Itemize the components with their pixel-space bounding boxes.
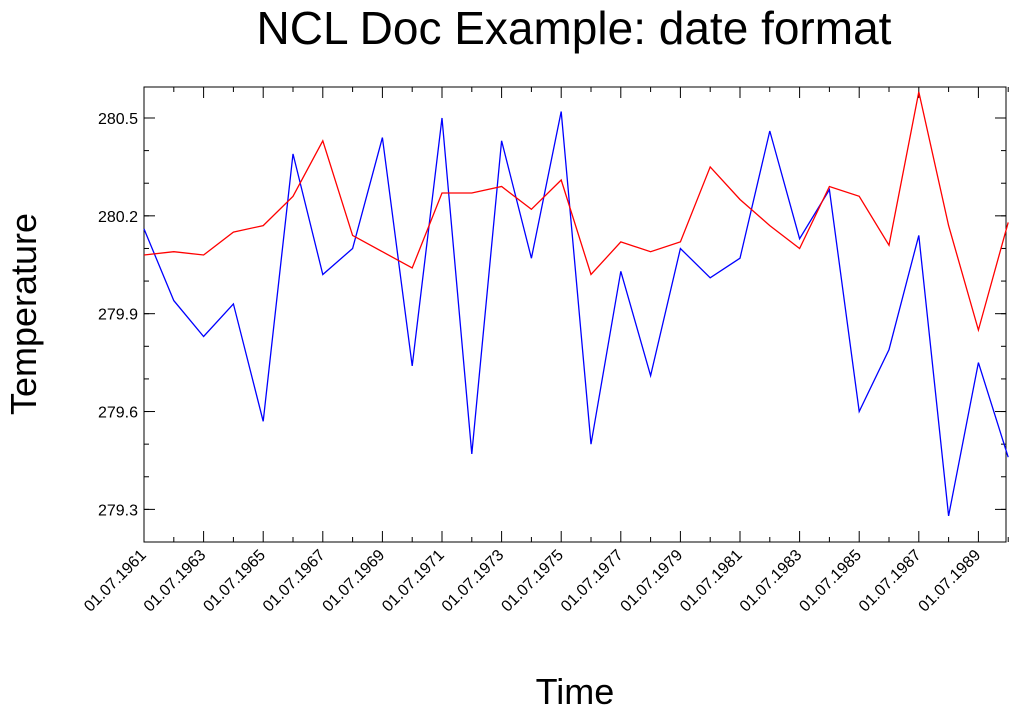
x-tick-label: 01.07.1969 xyxy=(320,547,389,616)
x-axis-label: Time xyxy=(536,671,615,712)
y-tick-label: 280.2 xyxy=(98,209,138,226)
x-tick-label: 01.07.1965 xyxy=(200,547,269,616)
x-tick-label: 01.07.1985 xyxy=(796,547,865,616)
series-line-1 xyxy=(143,111,1009,517)
x-tick-label: 01.07.1989 xyxy=(916,547,985,616)
chart-title: NCL Doc Example: date format xyxy=(257,2,892,54)
y-axis: 279.3 279.6 279.9 280.2 280.5 xyxy=(98,111,1006,543)
x-tick-label: 01.07.1967 xyxy=(260,547,329,616)
y-tick-label: 279.6 xyxy=(98,405,138,422)
plot-frame xyxy=(143,86,1007,543)
x-tick-label: 01.07.1961 xyxy=(81,547,150,616)
series-group xyxy=(143,91,1009,517)
y-tick-label: 280.5 xyxy=(98,111,138,128)
x-tick-label: 01.07.1983 xyxy=(737,547,806,616)
series-line-2 xyxy=(143,91,1009,333)
x-tick-label: 01.07.1979 xyxy=(618,547,687,616)
x-tick-label: 01.07.1973 xyxy=(439,547,508,616)
x-tick-label: 01.07.1971 xyxy=(379,547,448,616)
x-tick-label: 01.07.1975 xyxy=(498,547,567,616)
x-tick-label: 01.07.1987 xyxy=(856,547,925,616)
y-tick-label: 279.9 xyxy=(98,307,138,324)
x-axis: 01.07.196101.07.196301.07.196501.07.1967… xyxy=(81,87,1009,616)
y-tick-label: 279.3 xyxy=(98,502,138,519)
y-axis-label: Temperature xyxy=(3,213,44,415)
plot-area xyxy=(143,86,1007,543)
x-tick-label: 01.07.1963 xyxy=(141,547,210,616)
x-tick-label: 01.07.1981 xyxy=(677,547,746,616)
x-tick-label: 01.07.1977 xyxy=(558,547,627,616)
